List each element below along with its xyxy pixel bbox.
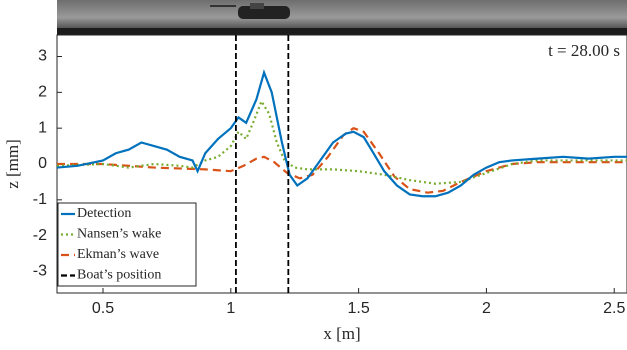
legend-label: Boat’s position bbox=[77, 268, 161, 283]
y-tick-label: 1 bbox=[38, 119, 47, 136]
time-annotation: t = 28.00 s bbox=[548, 41, 620, 60]
x-tick-label: 0.5 bbox=[92, 300, 114, 317]
legend-label: Ekman’s wave bbox=[77, 247, 159, 262]
x-tick-label: 2.5 bbox=[603, 300, 625, 317]
y-axis-label: z [mm] bbox=[3, 139, 22, 189]
y-tick-label: -2 bbox=[33, 227, 47, 244]
legend-label: Nansen’s wake bbox=[77, 227, 161, 242]
x-tick-label: 2 bbox=[482, 300, 491, 317]
x-axis-label: x [m] bbox=[323, 324, 360, 343]
photo-strip bbox=[57, 0, 627, 35]
y-tick-label: 2 bbox=[38, 84, 47, 101]
x-tick-label: 1 bbox=[226, 300, 235, 317]
y-tick-label: -1 bbox=[33, 191, 47, 208]
y-tick-label: 0 bbox=[38, 155, 47, 172]
y-tick-label: 3 bbox=[38, 48, 47, 65]
series-line bbox=[56, 69, 627, 198]
legend-label: Detection bbox=[77, 206, 131, 221]
y-tick-label: -3 bbox=[33, 263, 47, 280]
x-tick-label: 1.5 bbox=[347, 300, 369, 317]
legend-box bbox=[57, 202, 197, 287]
